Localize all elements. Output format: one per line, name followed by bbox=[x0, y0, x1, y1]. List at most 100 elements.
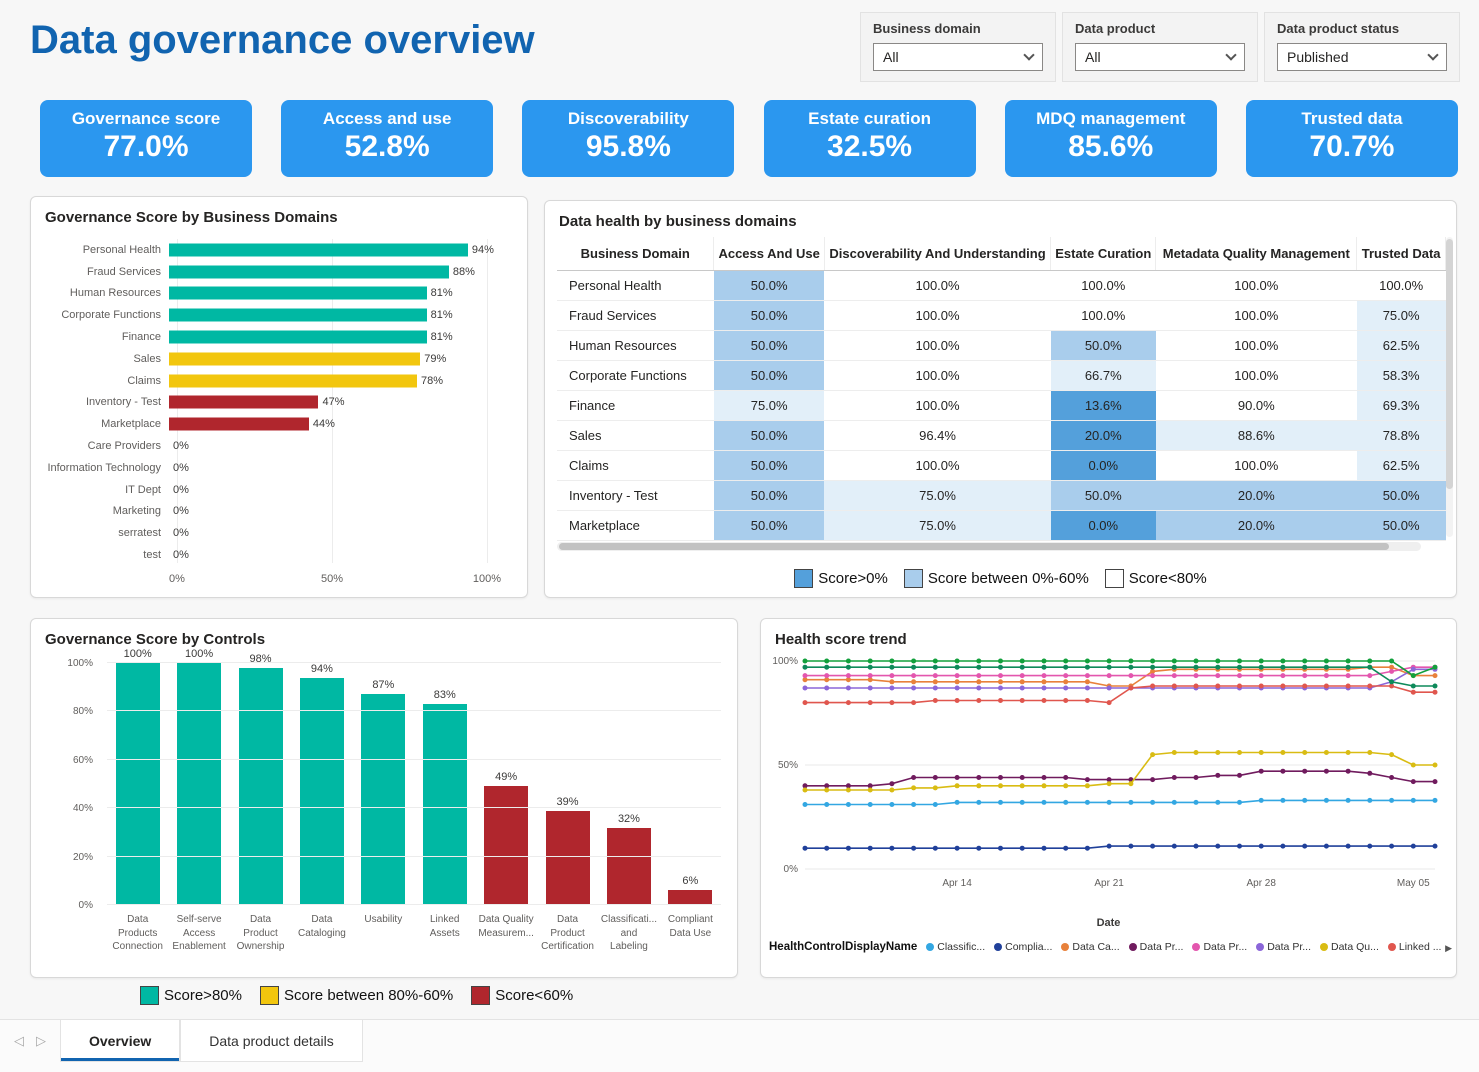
bar[interactable] bbox=[668, 890, 713, 905]
legend-scroll-right-icon[interactable]: ▶ bbox=[1441, 943, 1452, 954]
kpi-label: Access and use bbox=[322, 109, 452, 128]
bar[interactable] bbox=[484, 786, 529, 905]
trend-legend-item-7[interactable]: Linked ... bbox=[1387, 941, 1441, 953]
bar[interactable] bbox=[299, 677, 344, 905]
bar-row-serratest: serratest 0% bbox=[45, 522, 513, 544]
bar-value-label: 0% bbox=[173, 549, 189, 562]
bar[interactable] bbox=[177, 663, 222, 905]
data-point bbox=[802, 673, 808, 679]
data-point bbox=[976, 673, 982, 679]
cell-value: 69.3% bbox=[1356, 390, 1446, 421]
bar-value-label: 0% bbox=[173, 483, 189, 496]
bar[interactable] bbox=[606, 827, 651, 905]
trend-legend-item-2[interactable]: Data Ca... bbox=[1061, 941, 1120, 953]
data-point bbox=[824, 783, 830, 789]
trend-series-data-pr-5[interactable] bbox=[802, 666, 1438, 691]
filter-dropdown-business-domain[interactable]: All bbox=[873, 43, 1043, 71]
data-point bbox=[1432, 673, 1438, 679]
data-point bbox=[802, 787, 808, 793]
gridline bbox=[107, 662, 721, 663]
data-point bbox=[1237, 658, 1242, 664]
cell-value: 50.0% bbox=[713, 420, 825, 451]
tab-data-product-details[interactable]: Data product details bbox=[180, 1020, 363, 1062]
previous-page-icon[interactable]: ◁ bbox=[14, 1033, 24, 1048]
trend-series-9[interactable] bbox=[802, 664, 1438, 689]
trend-series-data-pr-3[interactable] bbox=[802, 768, 1438, 789]
scrollbar-thumb[interactable] bbox=[559, 543, 1389, 550]
trend-legend-item-0[interactable]: Classific... bbox=[926, 941, 985, 953]
bar-column-data-products-connection: 100% bbox=[107, 648, 168, 905]
bar[interactable] bbox=[238, 667, 283, 905]
data-point bbox=[954, 685, 960, 691]
trend-series-linked-7[interactable] bbox=[802, 683, 1438, 706]
data-point bbox=[867, 802, 873, 807]
data-point bbox=[1237, 683, 1242, 689]
cell-value: 50.0% bbox=[713, 360, 825, 391]
data-point bbox=[1215, 673, 1221, 679]
data-point bbox=[998, 679, 1003, 685]
bar[interactable] bbox=[422, 704, 467, 905]
data-point bbox=[1150, 673, 1156, 679]
trend-legend-item-1[interactable]: Complia... bbox=[994, 941, 1052, 953]
data-point bbox=[1345, 843, 1351, 849]
data-point bbox=[1215, 750, 1221, 755]
data-point bbox=[1041, 673, 1047, 679]
filter-dropdown-data-product[interactable]: All bbox=[1075, 43, 1245, 71]
trend-legend: HealthControlDisplayName Classific... Com… bbox=[769, 941, 1450, 953]
filter-dropdown-data-product-status[interactable]: Published bbox=[1277, 43, 1447, 71]
data-point bbox=[954, 658, 960, 664]
next-page-icon[interactable]: ▷ bbox=[36, 1033, 46, 1048]
bar-row-information-technology: Information Technology 0% bbox=[45, 457, 513, 479]
trend-series-data-pr-4[interactable] bbox=[802, 664, 1438, 679]
trend-series-complia-1[interactable] bbox=[802, 843, 1438, 851]
tab-overview[interactable]: Overview bbox=[60, 1020, 181, 1062]
tab-list: Overview Data product details bbox=[60, 1020, 363, 1062]
data-point bbox=[1128, 799, 1134, 805]
data-point bbox=[911, 685, 917, 691]
trend-legend-item-4[interactable]: Data Pr... bbox=[1192, 941, 1247, 953]
table-row-finance: Finance 75.0% 100.0% 13.6% 90.0% 69.3% bbox=[557, 390, 1446, 421]
trend-series-classific-0[interactable] bbox=[802, 797, 1438, 807]
bar[interactable] bbox=[169, 417, 309, 431]
kpi-value: 85.6% bbox=[1068, 130, 1154, 163]
bar[interactable] bbox=[545, 810, 590, 905]
bar[interactable] bbox=[169, 265, 449, 279]
trend-legend-item-3[interactable]: Data Pr... bbox=[1128, 941, 1183, 953]
trend-series-data-ca-2[interactable] bbox=[802, 664, 1438, 689]
bar-value-label: 98% bbox=[249, 652, 272, 665]
data-point bbox=[1041, 698, 1047, 703]
trend-series-data-qu-6[interactable] bbox=[802, 750, 1438, 793]
bar[interactable] bbox=[169, 286, 427, 300]
bar[interactable] bbox=[169, 374, 418, 388]
bar-category-label: Marketing bbox=[112, 505, 161, 518]
bar-value-label: 79% bbox=[424, 352, 447, 365]
bar[interactable] bbox=[115, 663, 160, 905]
trend-legend-item-5[interactable]: Data Pr... bbox=[1256, 941, 1311, 953]
cell-value: 100.0% bbox=[1356, 270, 1446, 301]
legend-swatch bbox=[794, 569, 814, 588]
legend-entry-score-0: Score>0% bbox=[794, 569, 888, 588]
report-tab-bar: ◁ ▷ Overview Data product details bbox=[0, 1019, 1479, 1072]
label-line: Measurem... bbox=[478, 927, 534, 939]
data-point bbox=[1258, 673, 1264, 679]
data-point bbox=[911, 664, 917, 670]
label-line: Labeling bbox=[610, 941, 648, 952]
table-vertical-scrollbar[interactable] bbox=[1446, 237, 1453, 537]
bar[interactable] bbox=[361, 694, 406, 905]
bar-column-data-cataloging: 94% bbox=[291, 663, 352, 905]
bar[interactable] bbox=[169, 330, 427, 344]
table-horizontal-scrollbar[interactable] bbox=[557, 542, 1421, 551]
bar[interactable] bbox=[169, 352, 421, 366]
domains-bar-plot: Personal Health 94% Fraud Services 88% Human… bbox=[45, 239, 513, 563]
bar[interactable] bbox=[169, 308, 427, 322]
trend-legend-item-6[interactable]: Data Qu... bbox=[1320, 941, 1379, 953]
data-point bbox=[824, 658, 830, 664]
bar[interactable] bbox=[169, 395, 319, 409]
data-point bbox=[1084, 799, 1090, 805]
data-point bbox=[1215, 799, 1221, 805]
bar[interactable] bbox=[169, 243, 468, 257]
scrollbar-thumb[interactable] bbox=[1446, 239, 1453, 489]
trend-series-8[interactable] bbox=[802, 658, 1438, 679]
filter-label: Data product status bbox=[1277, 21, 1400, 36]
data-point bbox=[998, 845, 1003, 851]
